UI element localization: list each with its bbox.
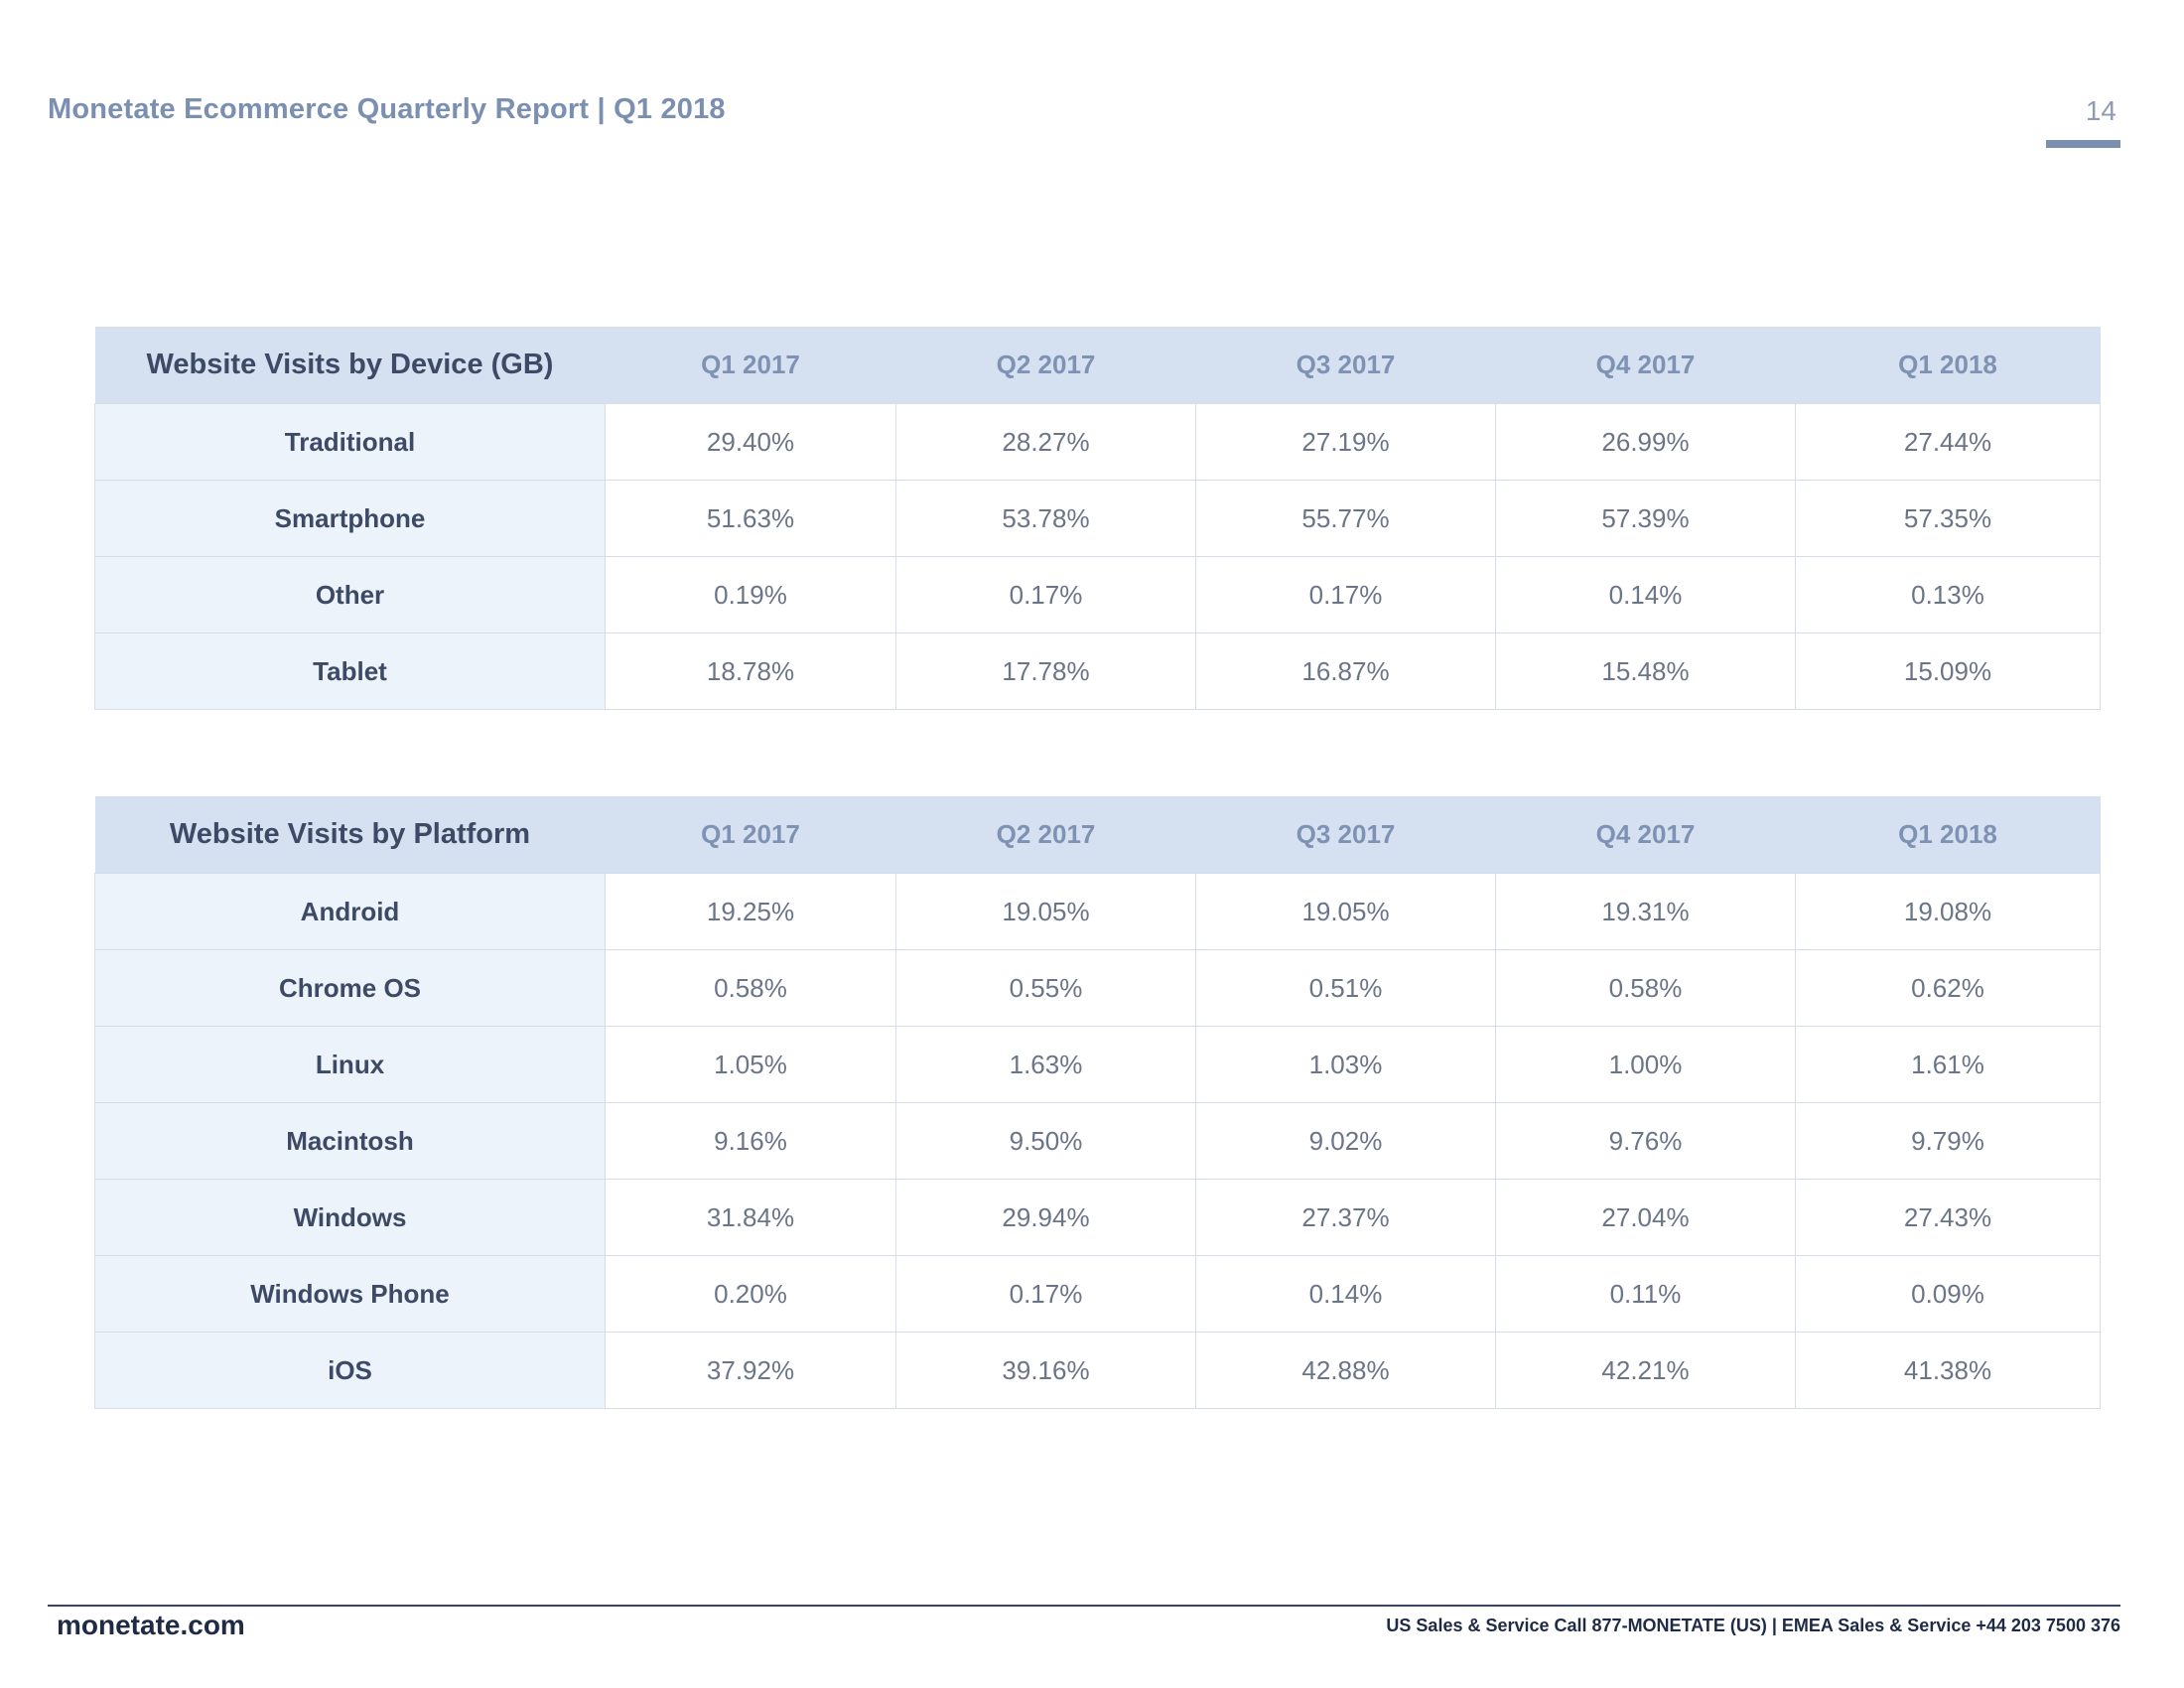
table-cell: 19.05%	[1195, 873, 1496, 950]
footer-site-link[interactable]: monetate.com	[57, 1610, 245, 1640]
column-header: Q1 2018	[1795, 796, 2101, 874]
table-cell: 57.35%	[1795, 480, 2101, 557]
table-cell: 0.13%	[1795, 556, 2101, 633]
column-header: Q2 2017	[895, 327, 1196, 404]
table-cell: 9.02%	[1195, 1102, 1496, 1180]
column-header: Q4 2017	[1495, 796, 1796, 874]
page-number-underline	[2046, 140, 2120, 148]
table-cell: 29.94%	[895, 1179, 1196, 1256]
table-cell: 27.37%	[1195, 1179, 1496, 1256]
table-row: Traditional 29.40% 28.27% 27.19% 26.99% …	[94, 403, 2101, 481]
table-cell: 37.92%	[605, 1332, 896, 1409]
table-cell: 18.78%	[605, 633, 896, 710]
table-cell: 17.78%	[895, 633, 1196, 710]
table-cell: 41.38%	[1795, 1332, 2101, 1409]
table-title: Website Visits by Platform	[94, 796, 606, 874]
table-cell: 0.62%	[1795, 949, 2101, 1027]
report-title: Monetate Ecommerce Quarterly Report | Q1…	[48, 93, 726, 125]
table-row: Tablet 18.78% 17.78% 16.87% 15.48% 15.09…	[94, 633, 2101, 710]
column-header: Q1 2017	[605, 796, 896, 874]
table-cell: 1.63%	[895, 1026, 1196, 1103]
table-cell: 15.48%	[1495, 633, 1796, 710]
row-label: Other	[94, 556, 606, 633]
table-row: Chrome OS 0.58% 0.55% 0.51% 0.58% 0.62%	[94, 949, 2101, 1027]
table-cell: 27.43%	[1795, 1179, 2101, 1256]
table-cell: 9.79%	[1795, 1102, 2101, 1180]
row-label: Android	[94, 873, 606, 950]
column-header: Q1 2018	[1795, 327, 2101, 404]
table-cell: 0.09%	[1795, 1255, 2101, 1333]
table-row: Macintosh 9.16% 9.50% 9.02% 9.76% 9.79%	[94, 1102, 2101, 1180]
table-cell: 1.05%	[605, 1026, 896, 1103]
table-cell: 0.14%	[1195, 1255, 1496, 1333]
column-header: Q3 2017	[1195, 796, 1496, 874]
table-cell: 9.50%	[895, 1102, 1196, 1180]
table-cell: 15.09%	[1795, 633, 2101, 710]
footer-divider	[48, 1605, 2120, 1607]
column-header: Q2 2017	[895, 796, 1196, 874]
table-cell: 1.00%	[1495, 1026, 1796, 1103]
row-label: Smartphone	[94, 480, 606, 557]
table-cell: 42.88%	[1195, 1332, 1496, 1409]
table-cell: 0.55%	[895, 949, 1196, 1027]
table-header-row: Website Visits by Device (GB) Q1 2017 Q2…	[94, 327, 2101, 404]
row-label: Linux	[94, 1026, 606, 1103]
row-label: Tablet	[94, 633, 606, 710]
table-row: Smartphone 51.63% 53.78% 55.77% 57.39% 5…	[94, 480, 2101, 557]
row-label: Chrome OS	[94, 949, 606, 1027]
table-cell: 0.58%	[1495, 949, 1796, 1027]
table-row: Windows 31.84% 29.94% 27.37% 27.04% 27.4…	[94, 1179, 2101, 1256]
platform-visits-table: Website Visits by Platform Q1 2017 Q2 20…	[94, 796, 2101, 1409]
table-cell: 31.84%	[605, 1179, 896, 1256]
table-row: Linux 1.05% 1.63% 1.03% 1.00% 1.61%	[94, 1026, 2101, 1103]
table-cell: 0.14%	[1495, 556, 1796, 633]
table-cell: 27.44%	[1795, 403, 2101, 481]
table-cell: 39.16%	[895, 1332, 1196, 1409]
column-header: Q1 2017	[605, 327, 896, 404]
table-cell: 19.25%	[605, 873, 896, 950]
table-cell: 9.76%	[1495, 1102, 1796, 1180]
table-row: iOS 37.92% 39.16% 42.88% 42.21% 41.38%	[94, 1332, 2101, 1409]
table-cell: 55.77%	[1195, 480, 1496, 557]
table-cell: 0.11%	[1495, 1255, 1796, 1333]
row-label: Windows Phone	[94, 1255, 606, 1333]
table-cell: 53.78%	[895, 480, 1196, 557]
table-cell: 29.40%	[605, 403, 896, 481]
table-cell: 51.63%	[605, 480, 896, 557]
table-cell: 19.31%	[1495, 873, 1796, 950]
table-row: Android 19.25% 19.05% 19.05% 19.31% 19.0…	[94, 873, 2101, 950]
column-header: Q3 2017	[1195, 327, 1496, 404]
device-visits-table: Website Visits by Device (GB) Q1 2017 Q2…	[94, 327, 2101, 710]
table-cell: 19.05%	[895, 873, 1196, 950]
table-cell: 27.19%	[1195, 403, 1496, 481]
table-cell: 19.08%	[1795, 873, 2101, 950]
table-cell: 42.21%	[1495, 1332, 1796, 1409]
table-cell: 0.20%	[605, 1255, 896, 1333]
table-cell: 26.99%	[1495, 403, 1796, 481]
table-cell: 0.58%	[605, 949, 896, 1027]
table-row: Other 0.19% 0.17% 0.17% 0.14% 0.13%	[94, 556, 2101, 633]
table-cell: 1.03%	[1195, 1026, 1496, 1103]
table-cell: 27.04%	[1495, 1179, 1796, 1256]
footer-contact-info: US Sales & Service Call 877-MONETATE (US…	[1386, 1616, 2120, 1635]
table-cell: 57.39%	[1495, 480, 1796, 557]
column-header: Q4 2017	[1495, 327, 1796, 404]
row-label: Windows	[94, 1179, 606, 1256]
table-cell: 16.87%	[1195, 633, 1496, 710]
table-cell: 1.61%	[1795, 1026, 2101, 1103]
table-title: Website Visits by Device (GB)	[94, 327, 606, 404]
table-cell: 0.19%	[605, 556, 896, 633]
table-cell: 9.16%	[605, 1102, 896, 1180]
table-cell: 28.27%	[895, 403, 1196, 481]
table-header-row: Website Visits by Platform Q1 2017 Q2 20…	[94, 796, 2101, 874]
row-label: Traditional	[94, 403, 606, 481]
page-number: 14	[2085, 95, 2116, 126]
table-cell: 0.17%	[895, 1255, 1196, 1333]
table-cell: 0.17%	[1195, 556, 1496, 633]
row-label: Macintosh	[94, 1102, 606, 1180]
row-label: iOS	[94, 1332, 606, 1409]
table-cell: 0.51%	[1195, 949, 1496, 1027]
table-cell: 0.17%	[895, 556, 1196, 633]
table-row: Windows Phone 0.20% 0.17% 0.14% 0.11% 0.…	[94, 1255, 2101, 1333]
